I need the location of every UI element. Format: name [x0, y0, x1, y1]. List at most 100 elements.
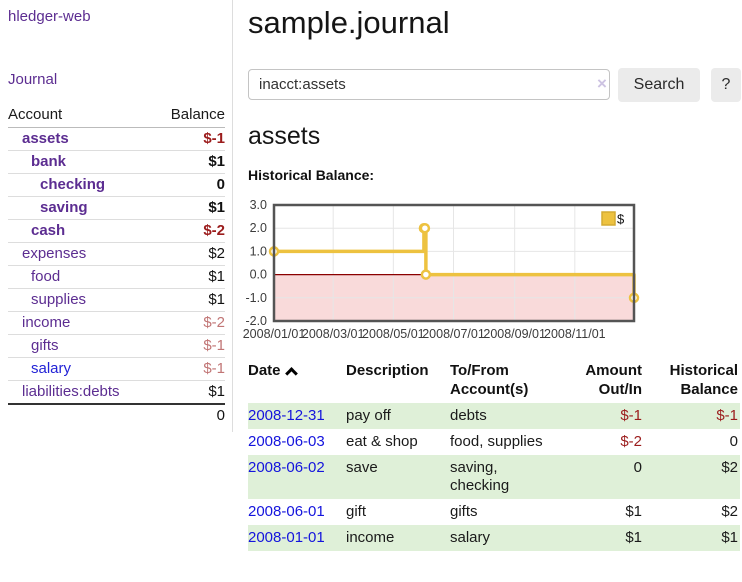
balance-header-line1: Historical	[669, 362, 738, 379]
date-header-label: Date	[248, 362, 281, 379]
accounts-header-account: Account	[8, 103, 155, 128]
sort-ascending-icon	[284, 367, 298, 380]
account-balance: $-2	[154, 219, 225, 243]
account-link-assets[interactable]: assets	[22, 130, 69, 147]
transaction-balance: 0	[729, 433, 738, 450]
account-row: expenses $2	[8, 242, 225, 266]
account-balance: $-1	[203, 130, 225, 147]
clear-search-icon[interactable]: ×	[597, 74, 607, 93]
column-header-description: Description	[346, 362, 429, 379]
account-balance: $1	[154, 288, 225, 312]
account-balance: $1	[154, 380, 225, 404]
account-link-expenses[interactable]: expenses	[22, 245, 87, 262]
account-row: income $-2	[8, 311, 225, 335]
transaction-date-link[interactable]: 2008-06-02	[248, 459, 325, 476]
transaction-accounts: saving, checking	[450, 455, 562, 499]
transaction-amount: $1	[562, 525, 644, 551]
transaction-date-link[interactable]: 2008-01-01	[248, 529, 325, 546]
transaction-date-link[interactable]: 2008-06-01	[248, 503, 325, 520]
page-title: sample.journal	[248, 5, 450, 40]
transaction-amount: 0	[562, 455, 644, 499]
chart-canvas: 3.0 2.0 1.0 0.0 -1.0 -2.02008/01/012008/03/01…	[243, 198, 640, 341]
transaction-row: 2008-01-01 income salary $1 $1	[248, 525, 740, 551]
accounts-header-balance: Balance	[154, 103, 225, 128]
register-account-heading: assets	[248, 122, 321, 150]
transaction-row: 2008-12-31 pay off debts $-1 $-1	[248, 403, 740, 429]
account-balance: $1	[154, 150, 225, 174]
help-button[interactable]: ?	[711, 68, 741, 102]
transaction-date-link[interactable]: 2008-06-03	[248, 433, 325, 450]
brand-link[interactable]: hledger-web	[8, 8, 91, 25]
svg-text:0.0: 0.0	[250, 268, 267, 282]
transaction-accounts: debts	[450, 403, 562, 429]
transaction-description: save	[346, 455, 450, 499]
transaction-accounts: gifts	[450, 503, 478, 520]
account-balance: $-1	[154, 334, 225, 358]
balance-header-line2: Balance	[680, 381, 738, 398]
transaction-description: income	[346, 525, 450, 551]
account-row: checking 0	[8, 173, 225, 197]
account-row: liabilities:debts $1	[8, 380, 225, 404]
svg-text:2008/03/01: 2008/03/01	[302, 327, 365, 341]
svg-text:2008/11/01: 2008/11/01	[544, 327, 606, 341]
svg-text:2.0: 2.0	[250, 221, 267, 235]
chart-title: Historical Balance:	[248, 167, 375, 183]
account-link-bank[interactable]: bank	[31, 153, 67, 170]
sidebar-item-journal[interactable]: Journal	[8, 71, 58, 88]
transaction-accounts: salary	[450, 525, 562, 551]
account-link-food[interactable]: food	[31, 268, 61, 285]
account-balance: $1	[154, 196, 225, 220]
account-link-checking[interactable]: checking	[40, 176, 106, 193]
accounts-header-line2: Account(s)	[450, 381, 529, 398]
historical-balance-chart: 3.0 2.0 1.0 0.0 -1.0 -2.0 2008/01/01 2008/03/01…	[242, 197, 642, 345]
account-balance: $2	[154, 242, 225, 266]
transaction-row: 2008-06-03 eat & shop food, supplies $-2…	[248, 429, 740, 455]
account-row: saving $1	[8, 196, 225, 220]
column-header-date[interactable]: Date	[248, 358, 346, 403]
account-row: food $1	[8, 265, 225, 289]
register-table: Date Description To/From Account(s) Amou…	[248, 358, 740, 551]
data-point-marker	[419, 222, 431, 234]
transaction-row: 2008-06-01 gift gifts $1 $2	[248, 499, 740, 525]
account-row: assets $-1	[8, 128, 225, 151]
svg-text:-2.0: -2.0	[245, 314, 267, 328]
svg-text:2008/07/01: 2008/07/01	[422, 327, 485, 341]
account-row: bank $1	[8, 150, 225, 174]
search-button[interactable]: Search	[618, 68, 700, 102]
account-balance: $-2	[154, 311, 225, 335]
transaction-amount: $-1	[562, 403, 644, 429]
account-row: gifts $-1	[8, 334, 225, 358]
transaction-amount: $1	[625, 503, 642, 520]
column-header-accounts: To/From Account(s)	[450, 358, 562, 403]
amount-header-line2: Out/In	[598, 381, 642, 398]
amount-header-line1: Amount	[585, 362, 642, 379]
account-link-saving[interactable]: saving	[40, 199, 88, 216]
account-link-gifts[interactable]: gifts	[31, 337, 59, 354]
transaction-balance: $1	[644, 525, 740, 551]
account-link-cash[interactable]: cash	[31, 222, 66, 239]
column-header-balance: Historical Balance	[644, 358, 740, 403]
account-link-liabilities-debts[interactable]: liabilities:debts	[22, 383, 120, 400]
accounts-total-value: 0	[154, 403, 225, 427]
transaction-description: pay off	[346, 403, 450, 429]
accounts-total-row: 0	[8, 403, 225, 427]
account-link-supplies[interactable]: supplies	[31, 291, 87, 308]
data-point-marker	[420, 269, 432, 280]
transaction-row: 2008-06-02 save saving, checking 0 $2	[248, 455, 740, 499]
transaction-balance: $2	[721, 503, 738, 520]
register-header-row: Date Description To/From Account(s) Amou…	[248, 358, 740, 403]
svg-text:2008/09/01: 2008/09/01	[483, 327, 546, 341]
transaction-balance: $2	[644, 455, 740, 499]
transaction-date-link[interactable]: 2008-12-31	[248, 407, 325, 424]
column-header-amount: Amount Out/In	[562, 358, 644, 403]
transaction-balance: $-1	[644, 403, 740, 429]
account-balance: $1	[154, 265, 225, 289]
account-link-salary[interactable]: salary	[31, 360, 72, 377]
plot-border	[272, 203, 636, 323]
account-link-income[interactable]: income	[22, 314, 71, 331]
transaction-accounts: food, supplies	[450, 433, 543, 450]
transaction-description: gift	[346, 503, 367, 520]
search-input[interactable]	[248, 69, 610, 100]
account-balance: 0	[154, 173, 225, 197]
